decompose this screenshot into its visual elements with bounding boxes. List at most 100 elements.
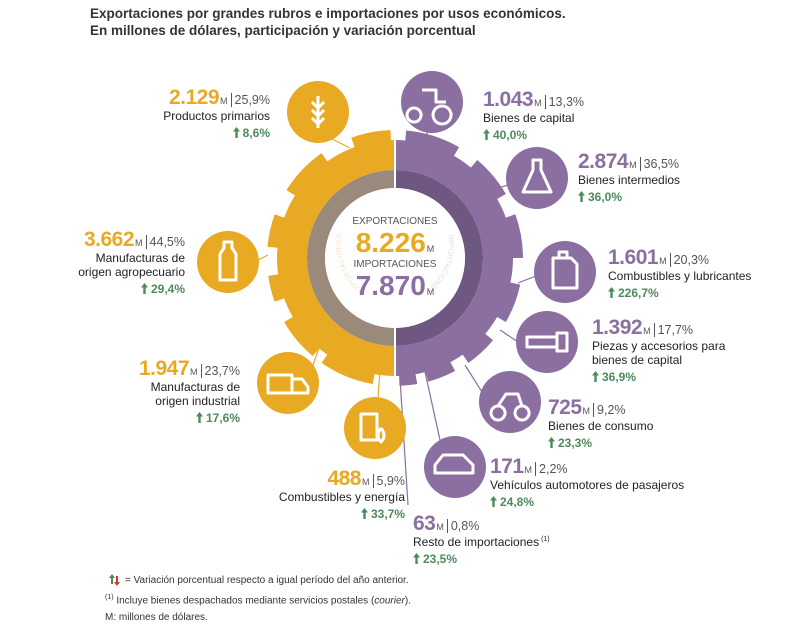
label: Productos primarios [163,109,270,124]
down-arrow [114,576,120,586]
variation: 8,6% [242,125,270,140]
unit: M [534,98,542,108]
up-arrow-shape [140,282,148,294]
unit: M [659,256,667,266]
variation: 23,3% [558,435,593,450]
icon-circle [257,352,319,414]
unit: M [426,287,435,297]
value: 1.043 [483,88,534,111]
item: 1.043M 13,3% Bienes de capital 40,0% [483,88,585,143]
value-line: 2.874M 36,5% [578,150,680,174]
ring-tooth [351,130,391,149]
value: 63 [413,512,436,535]
imports-total: 7.870M [325,270,465,302]
ring-imports [395,140,513,376]
item: 63M 0,8% Resto de importaciones (1) 23,5% [413,512,550,567]
unit: M [135,238,143,248]
ring-tooth [321,353,375,385]
subtitle: En millones de dólares, participación y … [90,23,476,38]
up-arrow-shape [608,286,615,298]
exports-value: 8.226 [355,227,426,258]
up-arrow [109,574,115,584]
center-block: EXPORTACIONES 8.226M IMPORTACIONES 7.870… [325,216,465,302]
ring [267,130,523,386]
label: Resto de importaciones (1) [413,535,550,550]
icon [521,158,553,194]
variation-line: 40,0% [483,128,584,143]
icon-circle [506,147,568,209]
icon [266,373,310,395]
variation-line: 36,0% [578,189,680,205]
value-line: 1.601M 20,3% [608,246,751,270]
variation: 36,0% [588,189,623,204]
up-arrow-shape [490,495,497,507]
up-arrow [483,128,490,140]
ring-tooth [504,214,523,258]
variation: 24,8% [500,494,535,509]
ring-tooth [425,360,456,382]
inner-ring-imports [395,170,483,346]
label: Manufacturas de [95,251,185,266]
variation-line: 24,8% [490,494,684,510]
label: Combustibles y energía [278,490,405,505]
value-line: 3.662M 44,5% [78,228,185,252]
item: 1.601M 20,3% Combustibles y lubricantes 226… [608,246,751,301]
note-text: ). [404,595,411,607]
ring-tooth [461,332,494,363]
icon [433,453,475,475]
value-line: 725M 9,2% [548,396,653,420]
footnote: (1) Incluye bienes despachados mediante … [105,594,411,606]
up-arrow [195,411,203,423]
variation: 17,6% [205,410,240,425]
note-mark: (1) [541,536,550,544]
item: 2.874M 36,5% Bienes intermedios 36,0% [578,150,680,205]
variation: 226,7% [618,285,659,300]
ring-tooth [286,153,329,197]
unit: M [362,477,370,487]
share: 2,2% [535,462,568,476]
up-arrow [548,436,555,448]
value: 1.601 [608,246,659,269]
up-arrow-shape [413,552,420,564]
value: 1.947 [138,357,190,380]
icon [359,412,386,444]
icon-circle [424,436,486,498]
item: 725M 9,2% Bienes de consumo 23,3% [548,396,653,451]
up-arrow [232,126,240,138]
ring-exports [277,140,395,376]
icon-circle [534,241,596,303]
exports-label: EXPORTACIONES [352,216,438,227]
note-text: courier [374,595,405,607]
item: 171M 2,2% Vehículos automotores de pasajer… [490,455,684,510]
item: 488M 5,9% Combustibles y energía 33,7% [279,467,405,522]
share: 23,7% [200,364,240,378]
ring-tooth [495,282,521,322]
share: 25,9% [230,93,270,107]
note-text: Incluye bienes despachados mediante serv… [116,595,375,607]
label: Bienes intermedios [578,173,681,188]
item: 1.947M 23,7% Manufacturas de origen industr… [139,357,240,426]
up-arrow [360,507,368,519]
inner-ring-exports [307,170,395,346]
ring-tooth [405,130,459,158]
unit: M [436,522,444,532]
value: 1.392 [592,316,643,339]
up-arrow-shape [195,411,203,423]
icon-circle [401,71,463,133]
label: origen agropecuario [78,264,185,279]
value-line: 1.043M 13,3% [483,88,585,112]
m-note: M: millones de dólares. [105,612,208,623]
share: 36,5% [639,157,680,171]
up-arrow-shape [232,126,240,138]
exports-total: 8.226M [325,227,465,259]
variation-line: 17,6% [139,410,240,426]
ring-tooth [469,159,506,200]
imports-label: IMPORTACIONES [353,259,437,270]
unit: M [643,326,651,336]
variation: 33,7% [370,506,405,521]
share: 0,8% [446,519,480,533]
icon [525,331,569,353]
label: origen industrial [155,393,240,408]
icon-circle [344,397,406,459]
share: 5,9% [372,474,405,488]
